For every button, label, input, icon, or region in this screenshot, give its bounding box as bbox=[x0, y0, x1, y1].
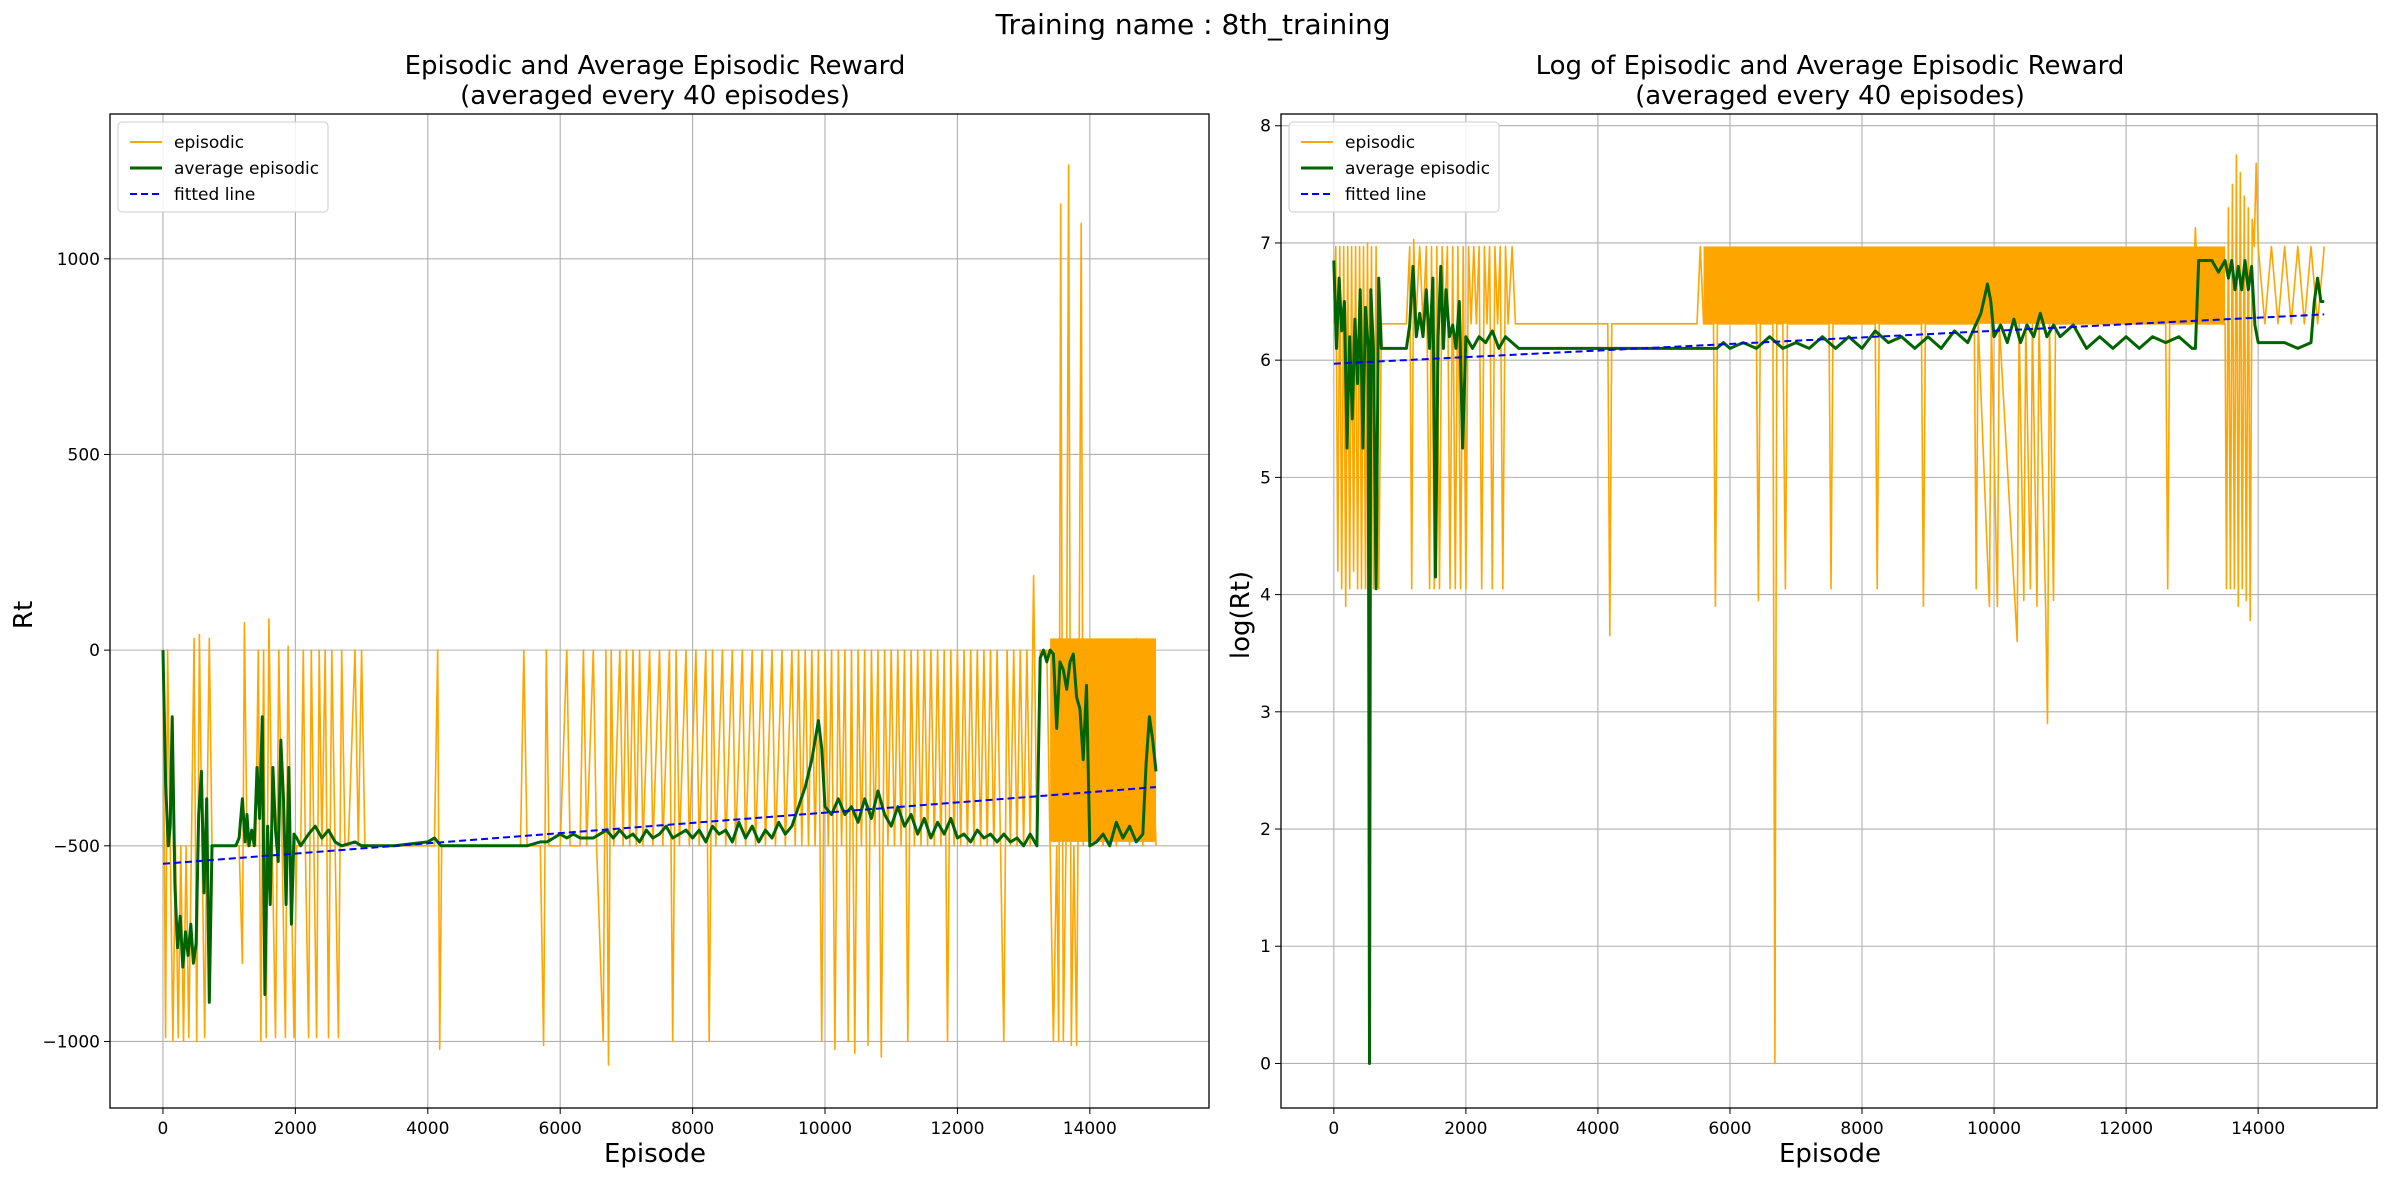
x-tick-label: 12000 bbox=[2099, 1119, 2153, 1139]
y-axis-label: Rt bbox=[9, 601, 39, 629]
y-tick-label: 8 bbox=[1260, 117, 1271, 137]
log-reward-chart: Log of Episodic and Average Episodic Rew… bbox=[1226, 51, 2378, 1169]
legend-label: average episodic bbox=[1345, 159, 1490, 179]
legend-label: fitted line bbox=[174, 185, 255, 205]
y-tick-label: 7 bbox=[1260, 234, 1271, 254]
y-tick-label: 3 bbox=[1260, 703, 1271, 723]
series-line-episodic bbox=[162, 164, 1157, 1066]
x-axis-label: Episode bbox=[1779, 1139, 1881, 1169]
x-tick-label: 10000 bbox=[798, 1119, 852, 1139]
chart-title-line2: (averaged every 40 episodes) bbox=[1635, 81, 2025, 111]
x-tick-label: 6000 bbox=[1708, 1119, 1751, 1139]
series-line-average-episodic bbox=[161, 648, 1158, 1004]
series-line-average-episodic bbox=[1332, 259, 2325, 1065]
series-band-episodic bbox=[1703, 246, 2226, 324]
x-tick-label: 8000 bbox=[1840, 1119, 1883, 1139]
series-line-fitted-line bbox=[162, 786, 1157, 865]
y-tick-label: 5 bbox=[1260, 468, 1271, 488]
legend: episodic average episodic fitted line bbox=[117, 121, 329, 213]
axes-frame bbox=[1280, 113, 2378, 1109]
figure-title: Training name : 8th_training bbox=[994, 8, 1390, 41]
x-axis-label: Episode bbox=[604, 1139, 706, 1169]
y-tick-label: 1 bbox=[1260, 937, 1271, 957]
x-tick-label: 6000 bbox=[539, 1119, 582, 1139]
chart-title-line1: Log of Episodic and Average Episodic Rew… bbox=[1536, 51, 2125, 81]
grid bbox=[110, 114, 1209, 1108]
ticks: 0 2000 4000 6000 8000 10000 12000 14000−1000−50… bbox=[42, 250, 1116, 1139]
x-tick-label: 10000 bbox=[1967, 1119, 2021, 1139]
y-tick-label: −500 bbox=[53, 837, 100, 857]
y-tick-label: 0 bbox=[1260, 1054, 1271, 1074]
reward-chart: Episodic and Average Episodic Reward (av… bbox=[9, 51, 1210, 1169]
x-tick-label: 4000 bbox=[1576, 1119, 1619, 1139]
y-tick-label: 0 bbox=[89, 641, 100, 661]
y-tick-label: 2 bbox=[1260, 820, 1271, 840]
y-tick-label: 4 bbox=[1260, 586, 1271, 606]
legend-box bbox=[117, 121, 329, 213]
x-tick-label: 12000 bbox=[930, 1119, 984, 1139]
legend: episodic average episodic fitted line bbox=[1288, 121, 1500, 213]
series-line-fitted-line bbox=[1333, 313, 2325, 365]
plot-area bbox=[161, 164, 1158, 1066]
y-tick-label: −1000 bbox=[42, 1032, 100, 1052]
x-tick-label: 14000 bbox=[1063, 1119, 1117, 1139]
x-tick-label: 0 bbox=[158, 1119, 169, 1139]
x-tick-label: 2000 bbox=[1444, 1119, 1487, 1139]
series-line-episodic bbox=[1333, 154, 2325, 1065]
y-tick-label: 6 bbox=[1260, 351, 1271, 371]
y-tick-label: 1000 bbox=[57, 250, 100, 270]
legend-label: fitted line bbox=[1345, 185, 1426, 205]
chart-title-line1: Episodic and Average Episodic Reward bbox=[405, 51, 906, 81]
y-axis-label: log(Rt) bbox=[1226, 571, 1256, 659]
chart-title-line2: (averaged every 40 episodes) bbox=[460, 81, 850, 111]
legend-label: episodic bbox=[174, 133, 244, 153]
legend-label: episodic bbox=[1345, 133, 1415, 153]
x-tick-label: 8000 bbox=[671, 1119, 714, 1139]
x-tick-label: 0 bbox=[1328, 1119, 1339, 1139]
ticks: 0 2000 4000 6000 8000 10000 12000 14000 0 1 2 3 4 5 6 7… bbox=[1260, 117, 2285, 1139]
legend-box bbox=[1288, 121, 1500, 213]
plot-area bbox=[1332, 154, 2325, 1065]
legend-label: average episodic bbox=[174, 159, 319, 179]
x-tick-label: 4000 bbox=[406, 1119, 449, 1139]
x-tick-label: 2000 bbox=[274, 1119, 317, 1139]
y-tick-label: 500 bbox=[68, 445, 100, 465]
axes-frame bbox=[109, 113, 1210, 1109]
x-tick-label: 14000 bbox=[2231, 1119, 2285, 1139]
